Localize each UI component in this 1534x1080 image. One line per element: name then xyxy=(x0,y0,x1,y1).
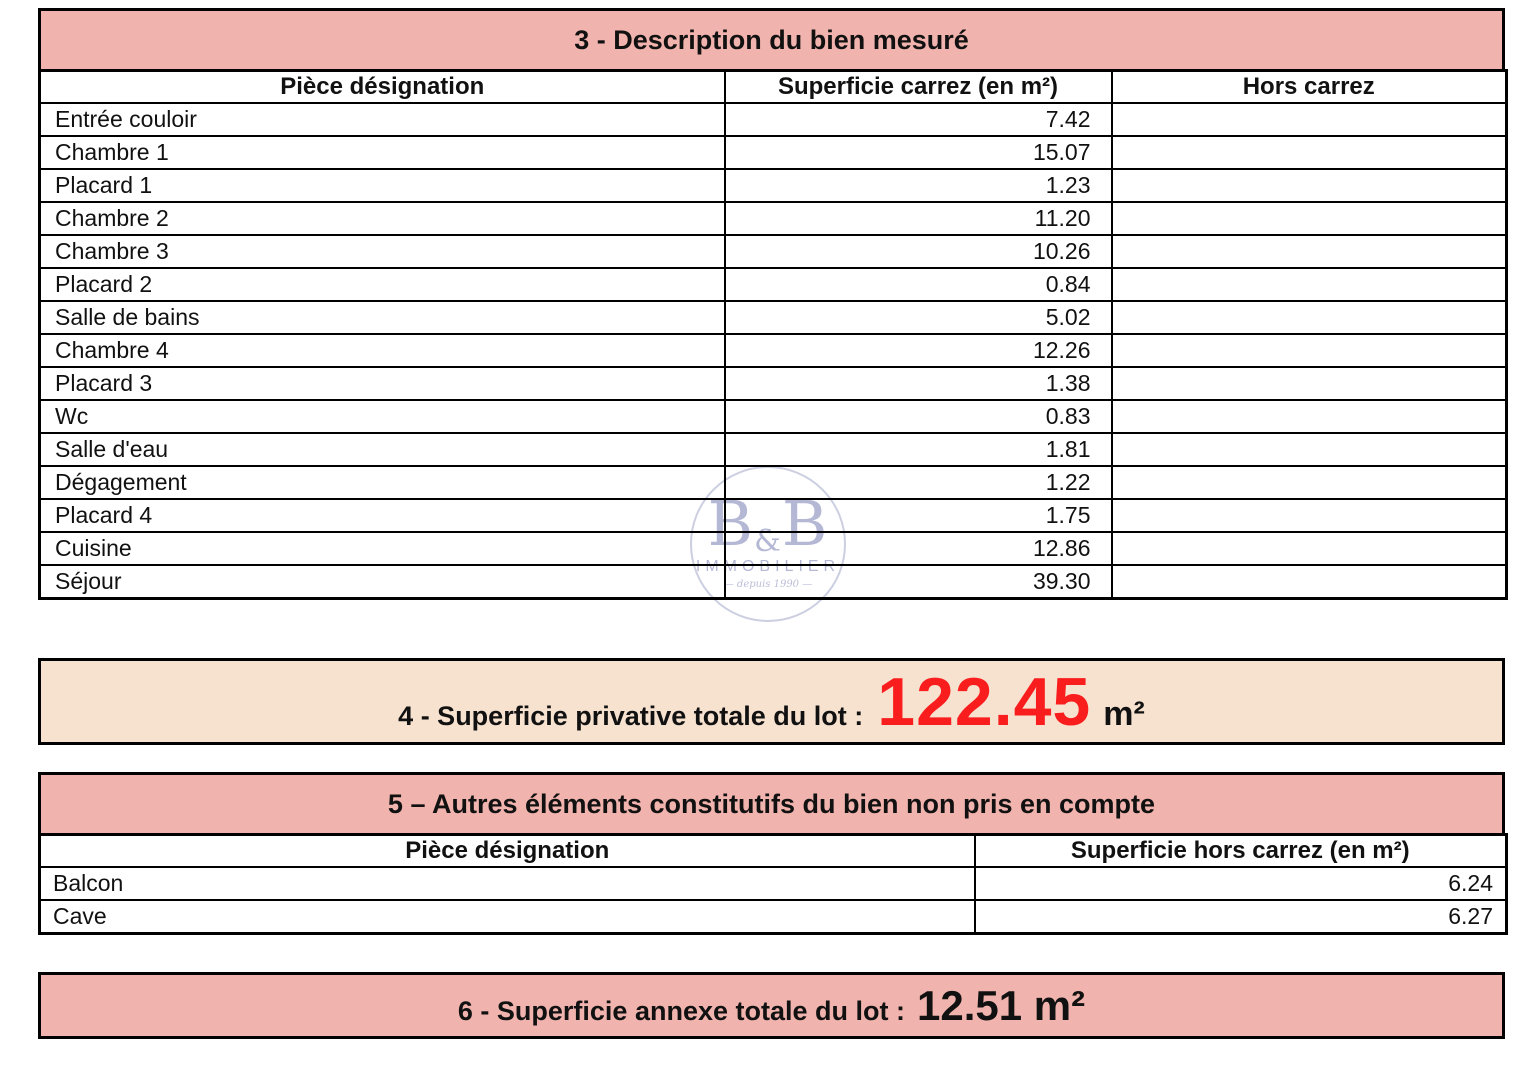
hors-carrez-cell xyxy=(1110,531,1508,566)
carrez-value-cell: 1.23 xyxy=(723,168,1113,203)
room-name-cell: Placard 3 xyxy=(38,366,726,401)
total-privative-unit: m² xyxy=(1103,694,1145,733)
table-row: Placard 2 0.84 xyxy=(38,267,1508,302)
hors-carrez-cell xyxy=(1110,234,1508,269)
hors-carrez-value-cell: 6.24 xyxy=(973,866,1508,901)
carrez-value-cell: 1.75 xyxy=(723,498,1113,533)
carrez-value-cell: 1.22 xyxy=(723,465,1113,500)
carrez-value-cell: 15.07 xyxy=(723,135,1113,170)
room-name-cell: Placard 4 xyxy=(38,498,726,533)
room-name-cell: Séjour xyxy=(38,564,726,599)
room-name-cell: Cave xyxy=(38,899,976,934)
carrez-value-cell: 11.20 xyxy=(723,201,1113,236)
room-name-cell: Placard 1 xyxy=(38,168,726,203)
total-privative-value: 122.45 xyxy=(877,663,1092,740)
room-name-cell: Balcon xyxy=(38,866,976,901)
table-row: Chambre 4 12.26 xyxy=(38,333,1508,368)
room-name-cell: Chambre 2 xyxy=(38,201,726,236)
hors-carrez-cell xyxy=(1110,201,1508,236)
section3-title: 3 - Description du bien mesuré xyxy=(574,24,969,55)
room-name-cell: Cuisine xyxy=(38,531,726,566)
annex-elements-table: Pièce désignation Superficie hors carrez… xyxy=(38,833,1508,935)
section5-header-banner: 5 – Autres éléments constitutifs du bien… xyxy=(38,772,1505,836)
total-privative-line: 4 - Superficie privative totale du lot :… xyxy=(398,668,1145,736)
room-name-cell: Chambre 3 xyxy=(38,234,726,269)
table-row: Dégagement 1.22 xyxy=(38,465,1508,500)
table-row: Placard 3 1.38 xyxy=(38,366,1508,401)
col-header-superficie-hors-carrez: Superficie hors carrez (en m²) xyxy=(973,833,1508,868)
table-row: Cuisine 12.86 xyxy=(38,531,1508,566)
col-header-piece-designation: Pièce désignation xyxy=(38,833,976,868)
section3-header-banner: 3 - Description du bien mesuré xyxy=(38,8,1505,72)
hors-carrez-cell xyxy=(1110,366,1508,401)
hors-carrez-cell xyxy=(1110,432,1508,467)
room-name-cell: Entrée couloir xyxy=(38,102,726,137)
carrez-value-cell: 5.02 xyxy=(723,300,1113,335)
carrez-value-cell: 1.38 xyxy=(723,366,1113,401)
table-row: Séjour 39.30 xyxy=(38,564,1508,599)
hors-carrez-cell xyxy=(1110,399,1508,434)
room-name-cell: Salle d'eau xyxy=(38,432,726,467)
room-name-cell: Wc xyxy=(38,399,726,434)
hors-carrez-cell xyxy=(1110,498,1508,533)
table-row: Wc 0.83 xyxy=(38,399,1508,434)
table-row: Salle de bains 5.02 xyxy=(38,300,1508,335)
section4-total-banner: 4 - Superficie privative totale du lot :… xyxy=(38,658,1505,745)
room-name-cell: Placard 2 xyxy=(38,267,726,302)
total-annexe-label: 6 - Superficie annexe totale du lot : xyxy=(457,995,905,1026)
room-name-cell: Chambre 4 xyxy=(38,333,726,368)
table-row: Balcon 6.24 xyxy=(38,866,1508,901)
hors-carrez-cell xyxy=(1110,267,1508,302)
table-row: Chambre 3 10.26 xyxy=(38,234,1508,269)
col-header-hors-carrez: Hors carrez xyxy=(1110,69,1508,104)
carrez-value-cell: 7.42 xyxy=(723,102,1113,137)
carrez-value-cell: 12.86 xyxy=(723,531,1113,566)
carrez-value-cell: 12.26 xyxy=(723,333,1113,368)
carrez-value-cell: 1.81 xyxy=(723,432,1113,467)
hors-carrez-cell xyxy=(1110,465,1508,500)
rooms-measurement-table: Pièce désignation Superficie carrez (en … xyxy=(38,69,1508,600)
section5-title: 5 – Autres éléments constitutifs du bien… xyxy=(387,788,1156,819)
table-row: Chambre 2 11.20 xyxy=(38,201,1508,236)
table-header-row: Pièce désignation Superficie carrez (en … xyxy=(38,69,1508,104)
carrez-value-cell: 0.83 xyxy=(723,399,1113,434)
table-row: Cave 6.27 xyxy=(38,899,1508,934)
hors-carrez-value-cell: 6.27 xyxy=(973,899,1508,934)
carrez-value-cell: 0.84 xyxy=(723,267,1113,302)
room-name-cell: Salle de bains xyxy=(38,300,726,335)
hors-carrez-cell xyxy=(1110,564,1508,599)
hors-carrez-cell xyxy=(1110,333,1508,368)
carrez-value-cell: 10.26 xyxy=(723,234,1113,269)
carrez-value-cell: 39.30 xyxy=(723,564,1113,599)
table-row: Chambre 1 15.07 xyxy=(38,135,1508,170)
section6-total-banner: 6 - Superficie annexe totale du lot : 12… xyxy=(38,972,1505,1039)
table-header-row: Pièce désignation Superficie hors carrez… xyxy=(38,833,1508,868)
total-annexe-line: 6 - Superficie annexe totale du lot : 12… xyxy=(457,981,1086,1029)
total-annexe-value: 12.51 m² xyxy=(916,981,1086,1029)
hors-carrez-cell xyxy=(1110,168,1508,203)
room-name-cell: Dégagement xyxy=(38,465,726,500)
col-header-superficie-carrez: Superficie carrez (en m²) xyxy=(723,69,1113,104)
hors-carrez-cell xyxy=(1110,300,1508,335)
table-row: Salle d'eau 1.81 xyxy=(38,432,1508,467)
hors-carrez-cell xyxy=(1110,102,1508,137)
table-row: Entrée couloir 7.42 xyxy=(38,102,1508,137)
hors-carrez-cell xyxy=(1110,135,1508,170)
col-header-piece-designation: Pièce désignation xyxy=(38,69,726,104)
room-name-cell: Chambre 1 xyxy=(38,135,726,170)
total-privative-label: 4 - Superficie privative totale du lot : xyxy=(398,700,864,731)
table-row: Placard 4 1.75 xyxy=(38,498,1508,533)
table-row: Placard 1 1.23 xyxy=(38,168,1508,203)
